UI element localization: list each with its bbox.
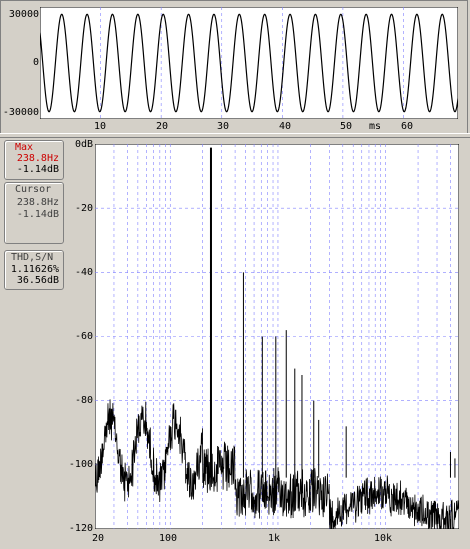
waveform-y-label-bottom: -30000 [2, 107, 39, 118]
waveform-y-label-top: 30000 [8, 9, 39, 20]
cursor-frequency: 238.8Hz [16, 197, 59, 208]
waveform-x-label-10: 10 [94, 121, 107, 132]
panel-splitter[interactable] [0, 133, 470, 138]
spectrum-x-label-1k: 1k [268, 533, 281, 544]
waveform-x-label-20: 20 [156, 121, 169, 132]
spectrum-plot[interactable] [95, 144, 459, 529]
max-readout-box: Max 238.8Hz -1.14dB [4, 140, 64, 180]
spectrum-x-label-20: 20 [92, 533, 105, 544]
thd-value: 1.11626% [10, 264, 59, 275]
max-title: Max [15, 142, 34, 153]
spectrum-trace [95, 399, 459, 529]
waveform-x-unit: ms [369, 121, 382, 132]
cursor-title: Cursor [15, 184, 52, 195]
spectrum-x-label-100: 100 [159, 533, 178, 544]
spectrum-y-label-20: -20 [74, 203, 93, 214]
thd-readout-box: THD,S/N 1.11626% 36.56dB [4, 250, 64, 290]
spectrum-y-label-60: -60 [74, 331, 93, 342]
spectrum-y-label-80: -80 [74, 395, 93, 406]
thd-title: THD,S/N [11, 252, 54, 263]
waveform-x-label-40: 40 [279, 121, 292, 132]
waveform-x-label-30: 30 [217, 121, 230, 132]
spectrum-y-label-40: -40 [74, 267, 93, 278]
sn-value: 36.56dB [16, 275, 59, 286]
spectrum-y-label-120: -120 [68, 523, 93, 534]
waveform-y-label-mid: 0 [32, 57, 39, 68]
waveform-x-label-50: 50 [340, 121, 353, 132]
spectrum-x-label-10k: 10k [374, 533, 393, 544]
max-level: -1.14dB [16, 164, 59, 175]
waveform-plot[interactable] [40, 7, 458, 119]
spectrum-y-label-0: 0dB [74, 139, 93, 150]
cursor-readout-box: Cursor 238.8Hz -1.14dB [4, 182, 64, 244]
spectrum-y-label-100: -100 [68, 459, 93, 470]
cursor-level: -1.14dB [16, 209, 59, 220]
max-frequency: 238.8Hz [16, 153, 59, 164]
waveform-trace [40, 13, 458, 113]
waveform-x-label-60: 60 [401, 121, 414, 132]
